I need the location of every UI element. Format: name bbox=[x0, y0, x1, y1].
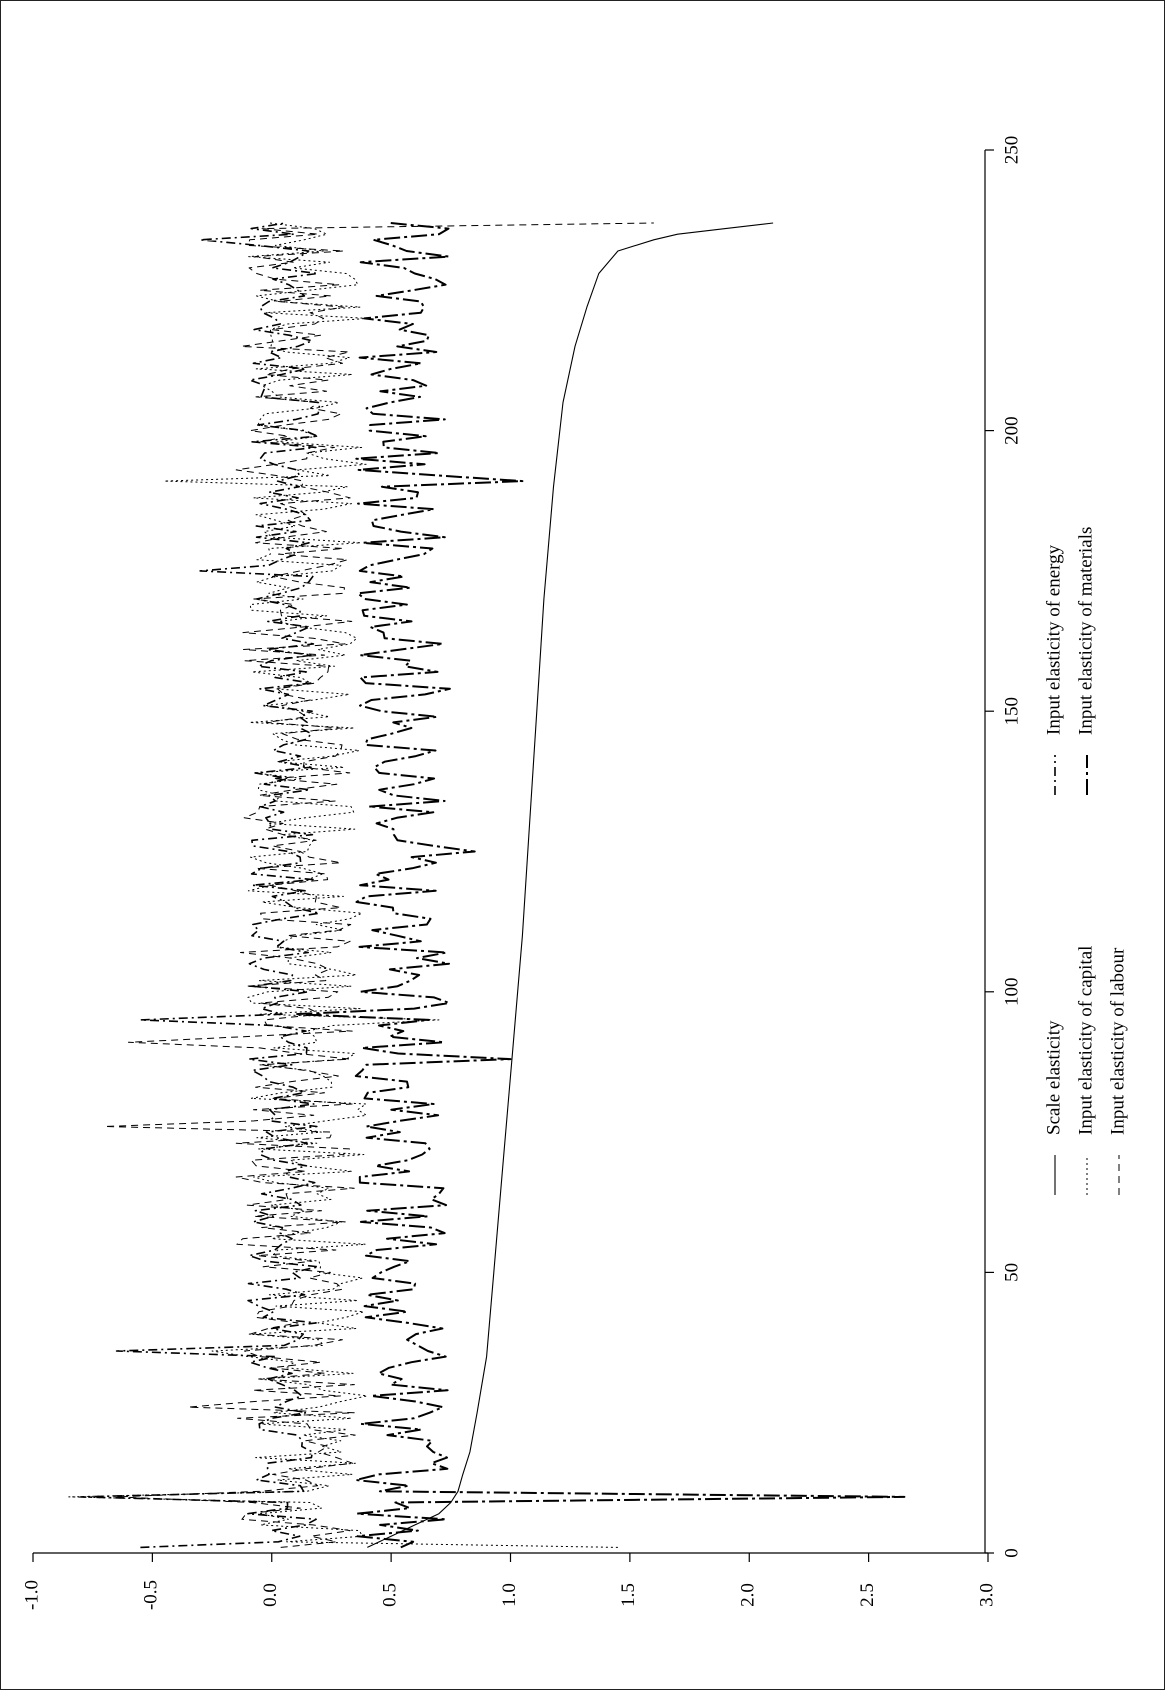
legend-label: Input elasticity of energy bbox=[1043, 544, 1064, 735]
axes: 0 50 100 150 200 250 -1.0 -0.5 0.0 0.5 1.0 1.5 2.0 2.… bbox=[21, 136, 1022, 1610]
series-line bbox=[367, 222, 774, 1548]
series-line bbox=[104, 222, 654, 1548]
series-layer bbox=[68, 222, 906, 1549]
legend-label: Input elasticity of capital bbox=[1075, 946, 1096, 1135]
y-tick-label: 0.5 bbox=[379, 1583, 400, 1607]
y-tick-label: 1.5 bbox=[618, 1583, 639, 1607]
x-tick-label: 200 bbox=[1001, 416, 1022, 445]
y-tick-label: -1.0 bbox=[21, 1580, 42, 1610]
series-line bbox=[80, 222, 321, 1549]
x-tick-label: 100 bbox=[1001, 978, 1022, 1007]
legend-label: Input elasticity of materials bbox=[1075, 527, 1096, 735]
legend-label: Scale elasticity bbox=[1043, 1020, 1064, 1135]
legend-label: Input elasticity of labour bbox=[1107, 947, 1128, 1135]
y-tick-label: 2.5 bbox=[857, 1583, 878, 1607]
x-tick-label: 250 bbox=[1001, 136, 1022, 165]
y-tick-label: 0.0 bbox=[260, 1583, 281, 1607]
y-tick-label: 1.0 bbox=[499, 1583, 520, 1607]
legend: Scale elasticity Input elasticity of capi… bbox=[1043, 527, 1128, 1195]
x-tick-label: 150 bbox=[1001, 697, 1022, 726]
x-tick-label: 50 bbox=[1001, 1263, 1022, 1282]
y-tick-label: 3.0 bbox=[976, 1583, 997, 1607]
x-tick-label: 0 bbox=[1001, 1548, 1022, 1558]
series-line bbox=[294, 222, 906, 1549]
y-tick-label: -0.5 bbox=[141, 1580, 162, 1610]
y-tick-label: 2.0 bbox=[738, 1583, 759, 1607]
series-line bbox=[68, 222, 618, 1548]
